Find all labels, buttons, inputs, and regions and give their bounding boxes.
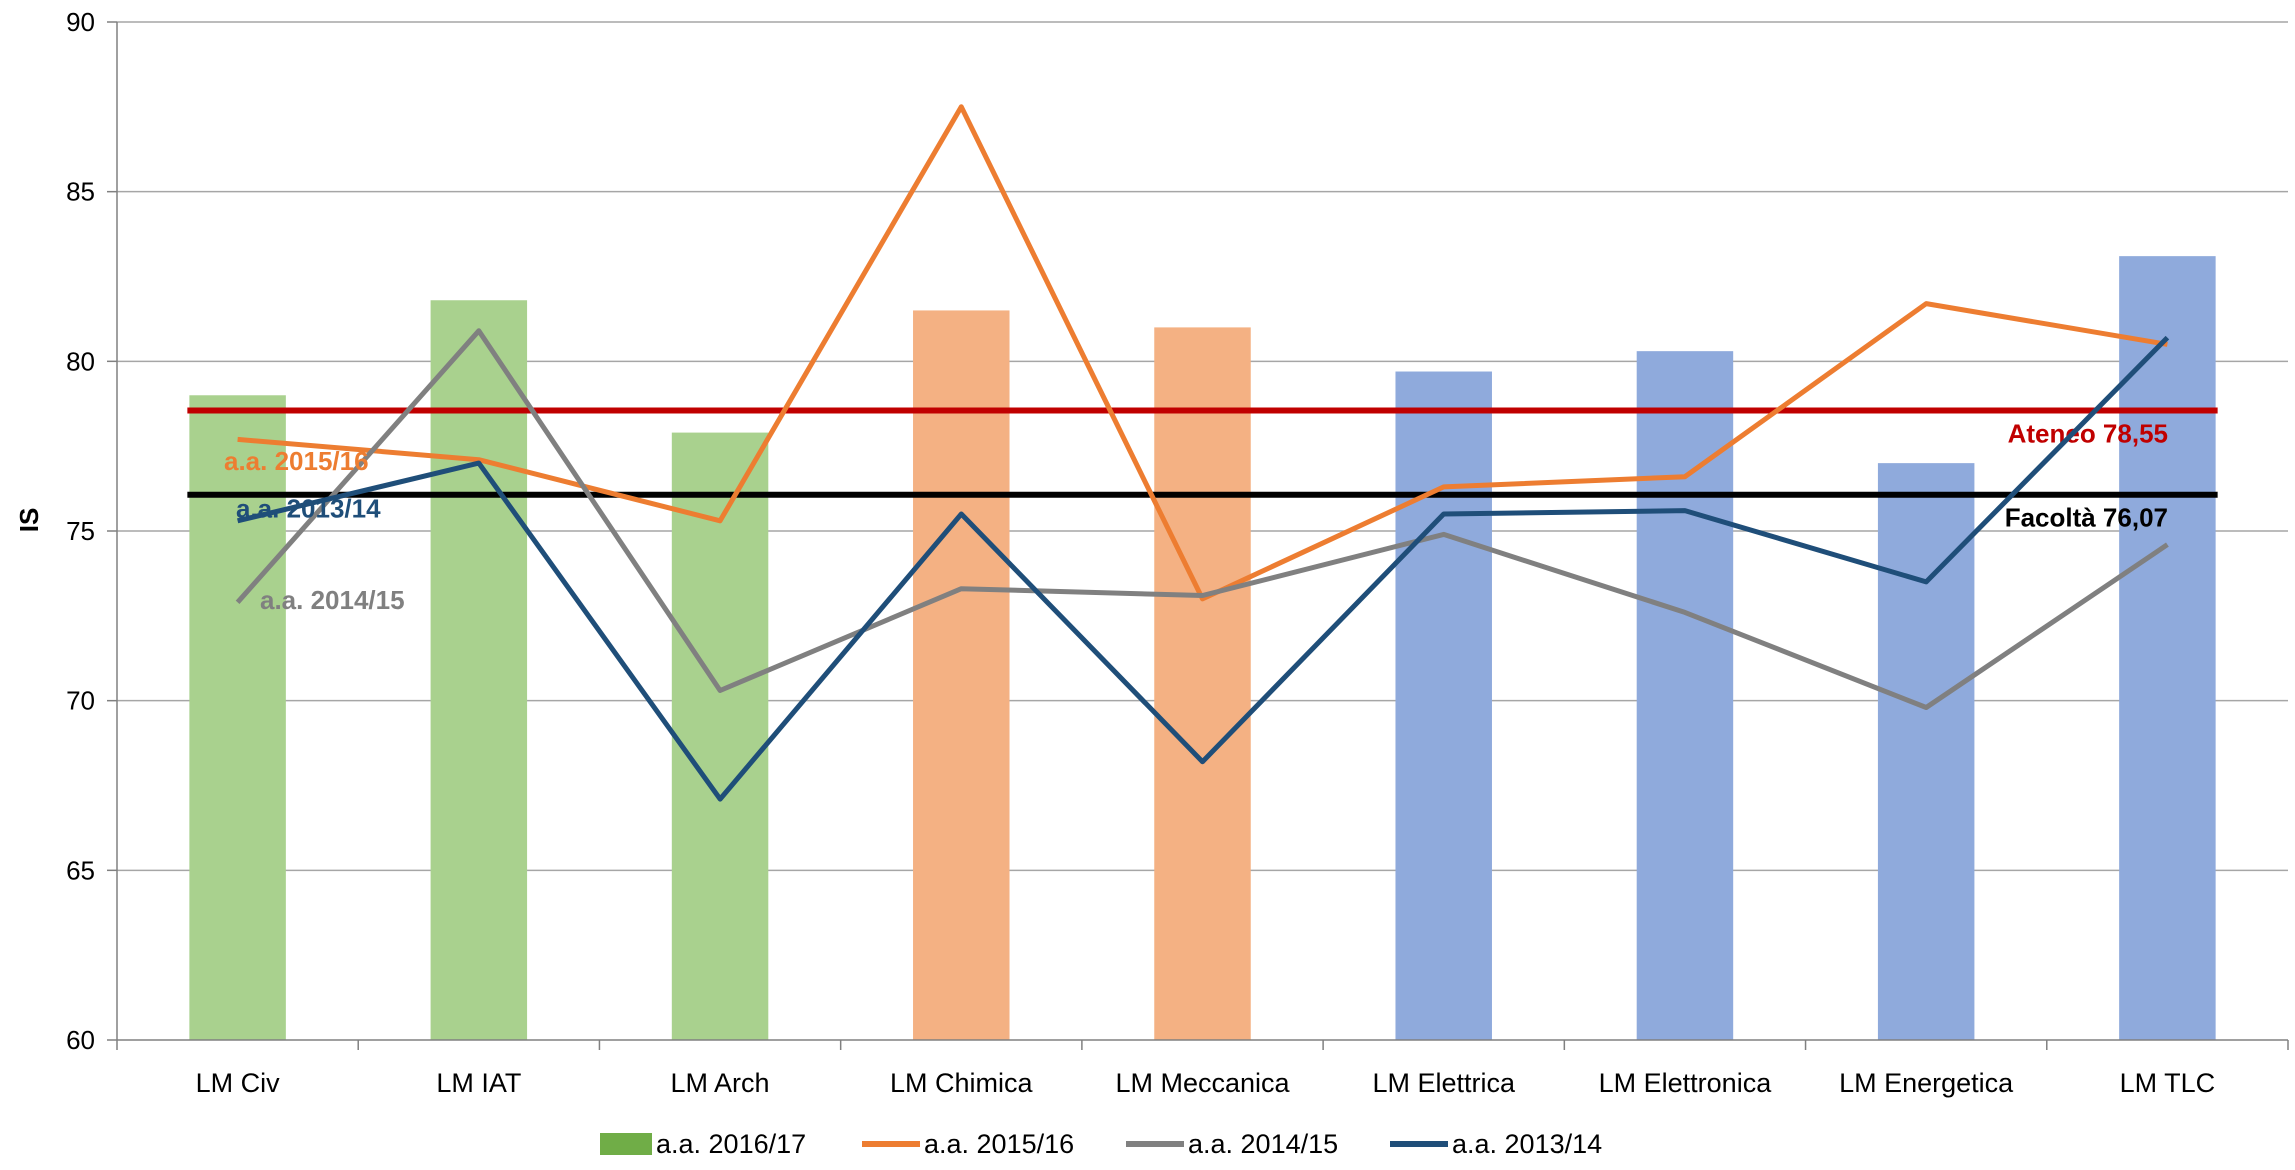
y-tick-label: 60 [66,1025,95,1055]
axes [107,21,2289,1050]
legend-label: a.a. 2013/14 [1452,1129,1602,1159]
y-tick-label: 65 [66,855,95,885]
series-line [235,328,2169,710]
legend-label: a.a. 2014/15 [1188,1129,1338,1159]
y-tick-label: 85 [66,177,95,207]
x-tick-label: LM Arch [671,1068,770,1098]
bar [1877,463,1975,1041]
x-tick-label: LM IAT [436,1068,521,1098]
x-tick-label: LM Elettronica [1599,1068,1773,1098]
x-tick-label: LM Chimica [890,1068,1034,1098]
bar [913,310,1010,1040]
series-line [237,104,2168,602]
bar [671,432,769,1040]
legend-swatch [600,1133,652,1155]
legend-label: a.a. 2016/17 [656,1129,806,1159]
x-tick-label: LM Civ [196,1068,281,1098]
bar [189,395,286,1040]
legend: a.a. 2016/17 a.a. 2015/16 a.a. 2014/15 a.a.… [600,1129,1602,1159]
y-axis-title: IS [14,508,44,533]
bar [2119,256,2216,1040]
legend-label: a.a. 2015/16 [924,1129,1074,1159]
annotations: a.a. 2015/16 a.a. 2013/14 a.a. 2014/15 [224,446,405,615]
series-annotation: a.a. 2014/15 [260,585,405,615]
x-tick-label: LM Energetica [1839,1068,2014,1098]
bar [1636,351,1734,1040]
y-tick-labels: 60 65 70 75 80 85 90 [66,7,95,1055]
bar-series [189,256,2216,1041]
y-tick-label: 90 [66,7,95,37]
series-line [237,335,2170,802]
bar [1395,371,1492,1041]
x-tick-label: LM Elettrica [1372,1068,1516,1098]
bar [430,300,528,1041]
x-tick-label: LM Meccanica [1115,1068,1290,1098]
y-tick-label: 75 [66,516,95,546]
y-tick-label: 80 [66,346,95,376]
reference-lines: Ateneo 78,55 Facoltà 76,07 [187,407,2218,533]
x-tick-label: LM TLC [2120,1068,2216,1098]
x-tick-labels: LM Civ LM IAT LM Arch LM Chimica LM Meccanic… [196,1068,2216,1098]
reference-line-label: Facoltà 76,07 [2005,503,2168,533]
bar [1154,327,1251,1040]
y-tick-label: 70 [66,686,95,716]
series-annotation: a.a. 2013/14 [236,493,381,523]
line-series [235,104,2170,802]
series-annotation: a.a. 2015/16 [224,446,369,476]
reference-line-label: Ateneo 78,55 [2008,419,2168,449]
